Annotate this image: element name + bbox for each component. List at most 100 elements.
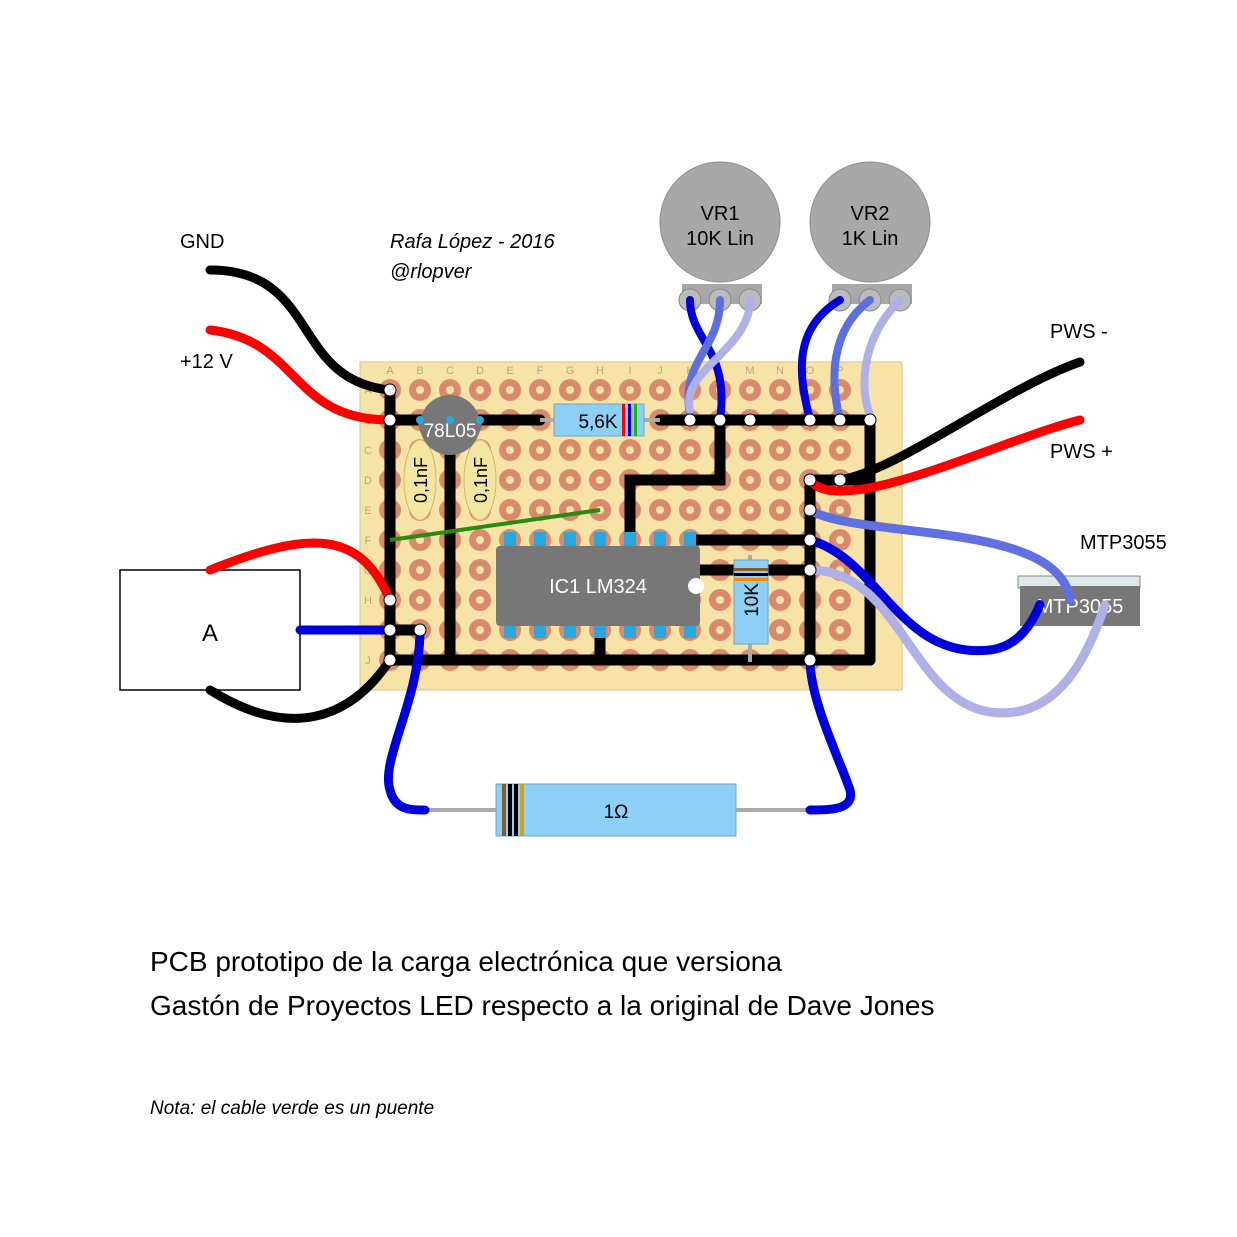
vr2-ref: VR2 bbox=[851, 203, 890, 225]
ammeter-red-wire bbox=[205, 538, 395, 605]
column-label: O bbox=[806, 365, 815, 377]
author-handle: @rlopver bbox=[390, 261, 473, 283]
pad-hole bbox=[836, 446, 844, 454]
row-label: A bbox=[364, 385, 372, 397]
mosfet-drain-wire bbox=[805, 535, 1045, 656]
wire-endpoint bbox=[413, 623, 427, 637]
pad-hole bbox=[716, 506, 724, 514]
pad-hole bbox=[596, 446, 604, 454]
pad-hole bbox=[626, 386, 634, 394]
author-name: Rafa López - 2016 bbox=[390, 231, 555, 253]
pad-hole bbox=[746, 506, 754, 514]
column-label: C bbox=[446, 365, 454, 377]
potentiometer-vr1: VR1 10K Lin bbox=[659, 161, 781, 312]
ammeter: A bbox=[119, 569, 301, 691]
ammeter-black-wire bbox=[205, 655, 395, 723]
shunt-left-wire bbox=[384, 625, 430, 815]
mosfet-label: MTP3055 bbox=[1080, 532, 1167, 554]
pad-hole bbox=[776, 446, 784, 454]
pad-hole bbox=[656, 506, 664, 514]
pad-hole bbox=[686, 446, 694, 454]
pad-hole bbox=[476, 566, 484, 574]
pad-hole bbox=[836, 626, 844, 634]
ic-lm324: IC1 LM324 bbox=[496, 532, 704, 638]
pad-hole bbox=[776, 506, 784, 514]
column-label: H bbox=[596, 365, 604, 377]
pad-hole bbox=[656, 446, 664, 454]
pws-minus-label: PWS - bbox=[1050, 321, 1108, 343]
pad-hole bbox=[476, 596, 484, 604]
pad-hole bbox=[446, 386, 454, 394]
pad-hole bbox=[416, 386, 424, 394]
pad-hole bbox=[776, 476, 784, 484]
column-label: F bbox=[537, 365, 544, 377]
wire-endpoint bbox=[803, 653, 817, 667]
pad-hole bbox=[536, 506, 544, 514]
row-label: F bbox=[365, 535, 372, 547]
pad-hole bbox=[536, 476, 544, 484]
vr1-ref: VR1 bbox=[701, 203, 740, 225]
ic-pin bbox=[624, 532, 636, 548]
v12-label: +12 V bbox=[180, 351, 233, 373]
pad-hole bbox=[836, 506, 844, 514]
pad-hole bbox=[566, 446, 574, 454]
pad-hole bbox=[656, 386, 664, 394]
pad-hole bbox=[536, 446, 544, 454]
pad-hole bbox=[596, 476, 604, 484]
pad-hole bbox=[596, 386, 604, 394]
column-label: G bbox=[566, 365, 575, 377]
wire-endpoint bbox=[383, 413, 397, 427]
potentiometer-vr2: VR2 1K Lin bbox=[809, 161, 931, 312]
ic-pin bbox=[654, 532, 666, 548]
pad-hole bbox=[476, 536, 484, 544]
pad-hole bbox=[776, 386, 784, 394]
pad-hole bbox=[836, 596, 844, 604]
wire-endpoint bbox=[713, 413, 727, 427]
resistor-5k6: 5,6K bbox=[540, 403, 660, 437]
pad-hole bbox=[626, 446, 634, 454]
pad-hole bbox=[416, 566, 424, 574]
pad-hole bbox=[506, 506, 514, 514]
resistor-10k: 10K bbox=[733, 555, 769, 662]
ic-pin bbox=[504, 532, 516, 548]
row-label: E bbox=[364, 505, 371, 517]
wire-endpoint bbox=[383, 383, 397, 397]
column-label: D bbox=[476, 365, 484, 377]
wire-endpoint bbox=[803, 503, 817, 517]
mosfet-source-wire bbox=[805, 565, 1110, 718]
capacitor-1: 0,1nF bbox=[403, 439, 437, 521]
row-label: C bbox=[364, 445, 372, 457]
ic-label: IC1 LM324 bbox=[549, 576, 647, 598]
pad-hole bbox=[476, 626, 484, 634]
wire-endpoint bbox=[803, 533, 817, 547]
row-label: H bbox=[364, 595, 372, 607]
column-label: A bbox=[386, 365, 394, 377]
pad-hole bbox=[776, 596, 784, 604]
pad-hole bbox=[506, 386, 514, 394]
gnd-wire bbox=[205, 265, 395, 395]
column-label: M bbox=[745, 365, 754, 377]
wire-endpoint bbox=[803, 473, 817, 487]
column-label: P bbox=[836, 365, 843, 377]
green-jumper-wire bbox=[389, 508, 601, 542]
pot-wires bbox=[684, 296, 904, 424]
resistor-1ohm: 1Ω bbox=[425, 783, 810, 837]
ic-pin bbox=[684, 532, 696, 548]
column-label: N bbox=[776, 365, 784, 377]
shunt-right-wire bbox=[805, 655, 856, 815]
wire-endpoint bbox=[383, 653, 397, 667]
mosfet-gate-wire bbox=[805, 505, 1075, 605]
v12-wire bbox=[205, 325, 395, 425]
regulator-78l05: 78L05 bbox=[416, 395, 484, 455]
wire-endpoint bbox=[863, 413, 877, 427]
pad-hole bbox=[716, 596, 724, 604]
pad-hole bbox=[746, 446, 754, 454]
capacitor-2-label: 0,1nF bbox=[471, 457, 491, 503]
column-label: I bbox=[628, 365, 631, 377]
pad-hole bbox=[836, 536, 844, 544]
pad-hole bbox=[566, 386, 574, 394]
capacitor-1-label: 0,1nF bbox=[411, 457, 431, 503]
wire-endpoint bbox=[803, 563, 817, 577]
pws-plus-label: PWS + bbox=[1050, 441, 1113, 463]
